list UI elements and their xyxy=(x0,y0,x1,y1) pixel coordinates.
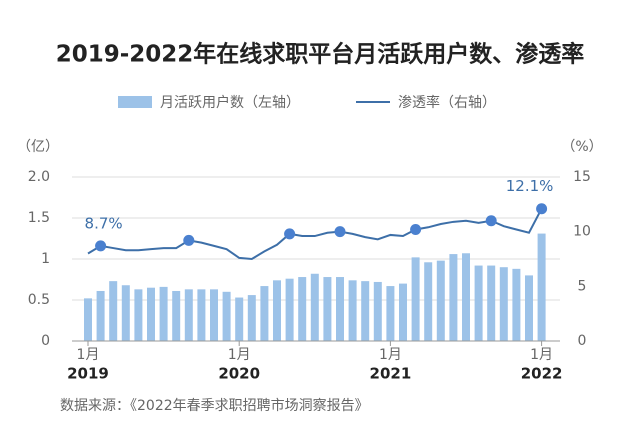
bar xyxy=(210,289,218,341)
x-tick-label: 1月 xyxy=(77,347,100,363)
x-tick-label: 1月 xyxy=(530,347,553,363)
bar xyxy=(310,273,319,341)
bar xyxy=(285,278,294,341)
bar xyxy=(474,265,483,341)
y-tick-label: 0 xyxy=(41,333,50,349)
bar xyxy=(184,289,193,341)
bar xyxy=(159,286,168,341)
bar xyxy=(537,233,546,341)
marker xyxy=(95,240,107,252)
marker xyxy=(284,228,296,240)
bar xyxy=(487,265,496,341)
bar xyxy=(399,283,407,341)
bar xyxy=(298,277,307,341)
bar xyxy=(147,287,155,341)
marker xyxy=(334,226,346,238)
bar xyxy=(235,297,244,341)
bar xyxy=(462,253,470,341)
bar xyxy=(247,295,256,341)
marker xyxy=(183,234,195,246)
bar xyxy=(512,268,521,341)
bar xyxy=(424,262,433,341)
y-tick-label: 1.5 xyxy=(28,210,50,226)
bar xyxy=(172,290,181,341)
bar xyxy=(260,286,269,341)
bar xyxy=(84,298,92,341)
x-tick-label: 1月 xyxy=(379,347,402,363)
bar xyxy=(323,277,332,341)
marker xyxy=(536,203,548,215)
line xyxy=(87,208,543,261)
value-label: 12.1% xyxy=(506,177,554,195)
bar xyxy=(373,281,382,341)
y2-tick-label: 0 xyxy=(578,333,587,349)
year-label: 2022 xyxy=(521,365,563,383)
year-label: 2021 xyxy=(370,365,412,383)
year-label: 2019 xyxy=(67,365,109,383)
bar xyxy=(348,280,357,341)
bar xyxy=(361,281,370,341)
chart-title: 2019-2022年在线求职平台月活跃用户数、渗透率 xyxy=(56,41,585,68)
y-tick-label: 1 xyxy=(41,251,50,267)
bar xyxy=(449,254,458,341)
bar xyxy=(411,257,420,341)
bar xyxy=(134,289,143,341)
y-tick-label: 2.0 xyxy=(28,169,50,185)
year-label: 2020 xyxy=(218,365,260,383)
legend-label: 渗透率（右轴） xyxy=(398,94,496,111)
legend-swatch xyxy=(118,96,152,108)
marker xyxy=(485,215,497,227)
y-tick-label: 0.5 xyxy=(28,292,50,308)
x-tick-label: 1月 xyxy=(228,347,251,363)
bar xyxy=(96,290,105,341)
y2-axis-label: （%） xyxy=(561,139,602,155)
bar xyxy=(336,277,344,341)
bar xyxy=(436,260,445,341)
bar xyxy=(386,286,395,341)
legend-label: 月活跃用户数（左轴） xyxy=(160,94,300,111)
marker xyxy=(410,223,422,235)
bar xyxy=(109,281,118,341)
value-label: 8.7% xyxy=(85,214,123,232)
bar xyxy=(121,285,130,341)
y2-tick-label: 15 xyxy=(573,169,591,185)
bar xyxy=(273,280,281,341)
source: 数据来源：《2022年春季求职招聘市场洞察报告》 xyxy=(60,397,369,414)
y2-tick-label: 10 xyxy=(573,224,591,240)
bar xyxy=(197,289,206,341)
bar xyxy=(525,275,533,341)
bar xyxy=(222,291,231,341)
y2-tick-label: 5 xyxy=(578,278,587,294)
bar xyxy=(499,267,508,341)
y-axis-label: （亿） xyxy=(17,139,59,155)
